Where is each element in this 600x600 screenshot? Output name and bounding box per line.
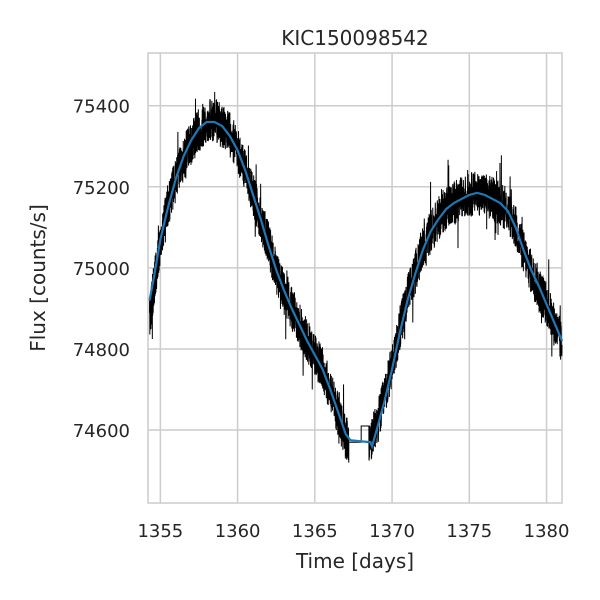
smoothed-data-point	[198, 127, 200, 129]
smoothed-data-point	[507, 210, 509, 212]
smoothed-data-point	[460, 198, 463, 200]
smoothed-data-point	[430, 230, 432, 232]
smoothed-data-point	[337, 411, 339, 413]
smoothed-data-point	[182, 155, 185, 157]
smoothed-data-point	[283, 289, 285, 291]
x-tick-label: 1360	[215, 521, 261, 542]
y-tick-labels: 74600 74800 75000 75200 75400	[73, 97, 130, 442]
smoothed-data-point	[545, 303, 548, 305]
smoothed-data-point	[406, 299, 409, 301]
smoothed-data-point	[229, 135, 231, 137]
smoothed-data-point	[476, 192, 478, 194]
smoothed-data-point	[148, 299, 151, 301]
smoothed-data-point	[244, 169, 246, 172]
x-tick-label: 1370	[369, 521, 415, 542]
raw-flux-series	[149, 91, 563, 463]
smoothed-data-point	[349, 439, 351, 441]
smoothed-data-point	[468, 194, 470, 196]
x-tick-labels: 1355 1360 1365 1370 1375 1380	[137, 521, 569, 542]
smoothed-data-point	[522, 249, 524, 251]
smoothed-data-point	[267, 244, 270, 247]
x-axis-title: Time [days]	[295, 549, 414, 573]
smoothed-data-point	[391, 368, 393, 370]
smoothed-data-point	[306, 340, 308, 342]
smoothed-data-point	[371, 445, 373, 447]
series-layer	[148, 91, 564, 463]
smoothed-data-point	[422, 249, 424, 251]
smoothed-data-point	[453, 202, 455, 204]
smoothed-data-point	[175, 178, 177, 180]
smoothed-data-point	[530, 269, 532, 271]
smoothed-data-point	[321, 368, 324, 370]
smoothed-data-point	[167, 206, 169, 208]
smoothed-data-point	[414, 273, 416, 275]
smoothed-data-point	[553, 321, 555, 324]
smoothed-data-point	[360, 440, 362, 442]
smoothed-data-point	[298, 324, 300, 326]
smoothed-data-point	[153, 275, 155, 277]
smoothed-data-point	[383, 401, 385, 403]
y-tick-label: 74600	[73, 421, 130, 442]
smoothed-data-point	[399, 332, 401, 334]
smoothed-data-point	[499, 202, 501, 204]
smoothed-data-point	[190, 139, 192, 141]
smoothed-data-point	[159, 238, 161, 241]
smoothed-data-point	[291, 307, 293, 310]
smoothed-data-point	[561, 340, 563, 342]
x-tick-label: 1355	[137, 521, 183, 542]
smoothed-data-point	[260, 218, 262, 220]
chart-title: KIC150098542	[281, 26, 429, 50]
plot-frame	[147, 52, 563, 504]
smoothed-data-point	[437, 218, 440, 220]
smoothed-data-point	[345, 433, 347, 435]
smoothed-data-point	[484, 194, 486, 196]
y-axis-title: Flux [counts/s]	[26, 204, 50, 352]
smoothed-data-point	[329, 388, 331, 391]
smoothed-data-point	[491, 198, 494, 200]
x-tick-label: 1365	[292, 521, 338, 542]
y-tick-label: 75200	[73, 178, 130, 199]
smoothed-data-point	[515, 226, 517, 228]
smoothed-flux-series	[148, 120, 564, 450]
smoothed-data-point	[538, 285, 540, 287]
smoothed-data-point	[376, 429, 378, 431]
y-tick-label: 75000	[73, 259, 130, 280]
smoothed-data-point	[369, 441, 372, 443]
y-tick-label: 74800	[73, 340, 130, 361]
smoothed-data-point	[221, 125, 223, 127]
smoothed-data-point	[237, 149, 239, 151]
y-tick-label: 75400	[73, 97, 130, 118]
x-tick-label: 1375	[446, 521, 492, 542]
smoothed-data-point	[206, 121, 208, 123]
smoothed-data-point	[213, 121, 216, 123]
smoothed-data-point	[275, 269, 277, 271]
smoothed-data-point	[314, 354, 316, 356]
smoothed-data-point	[445, 208, 447, 210]
smoothed-data-point	[252, 194, 254, 196]
x-tick-label: 1380	[524, 521, 570, 542]
